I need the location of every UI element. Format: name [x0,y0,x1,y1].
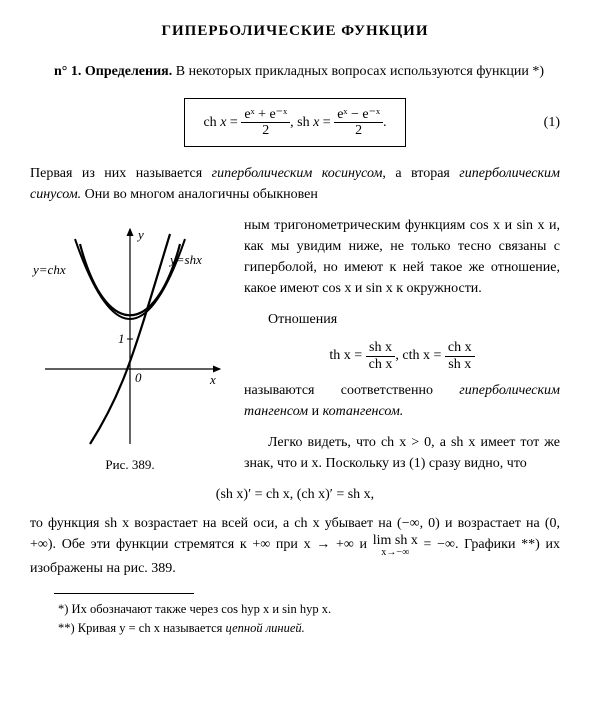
footnote-2: **) Кривая y = ch x называется цепной ли… [30,619,560,638]
footnote-separator [54,593,194,594]
f1-tail: . [383,115,387,130]
fn2a: **) Кривая y = ch x называется [58,621,226,635]
label-1: 1 [118,331,125,346]
f1-num1: eˣ + e⁻ˣ [241,107,290,123]
label-y-axis: y [136,227,144,242]
p2a: Первая из них называется [30,166,212,181]
rel-f1d: ch x [366,357,396,372]
rel-f2n: ch x [445,340,475,356]
after-para: то функция sh x возрастает на всей оси, … [30,513,560,579]
f1-den1: 2 [241,123,290,138]
page-title: ГИПЕРБОЛИЧЕСКИЕ ФУНКЦИИ [30,20,560,43]
fn2b: цепной линией. [226,621,305,635]
intro-para: n° 1. Определения. В некоторых прикладны… [30,61,560,82]
graph-svg: 1 0 x y y=chx y=shx [30,219,230,449]
f1-frac1: eˣ + e⁻ˣ2 [241,107,290,139]
lim-expr: lim sh xx→−∞ [373,534,418,558]
figure-389: 1 0 x y y=chx y=shx Рис. 389. [30,219,230,475]
label-0: 0 [135,370,142,385]
f1-frac2: eˣ − e⁻ˣ2 [334,107,383,139]
f1-eq2: = [319,115,334,130]
rel-th: th x [329,348,350,363]
footnote-1: *) Их обозначают также через cos hyp x и… [30,600,560,619]
p2e: Они во многом аналогичны обыкновен [81,187,318,202]
wp2a: называются соответственно [244,383,459,398]
rel-frac2: ch xsh x [445,340,475,372]
f1-num2: eˣ − e⁻ˣ [334,107,383,123]
label-x-axis: x [209,372,216,387]
f1-eq1: = [226,115,241,130]
f1-lhs1: ch [203,115,220,130]
p2b: гиперболическим косинусом [212,166,383,181]
wrapped-section: 1 0 x y y=chx y=shx Рис. 389. ным тригон… [30,215,560,513]
rel-f2d: sh x [445,357,475,372]
figure-caption: Рис. 389. [30,455,230,475]
deriv-formula: (sh x)′ = ch x, (ch x)′ = sh x, [30,484,560,505]
lim-bot: x→−∞ [373,548,418,558]
intro-text: В некоторых прикладных вопросах использу… [172,64,544,79]
formula-1-framed: ch x = eˣ + e⁻ˣ2, sh x = eˣ − e⁻ˣ2. [184,98,405,148]
section-label: n° 1. Определения. [54,64,172,79]
label-chx: y=chx [31,262,66,277]
rel-eq1: = [351,348,366,363]
lim-top: lim sh x [373,534,418,548]
wp2d: котангенсом. [323,404,404,419]
p2c: , а вторая [382,166,459,181]
rel-f1n: sh x [366,340,396,356]
label-shx: y=shx [168,252,202,267]
f1-den2: 2 [334,123,383,138]
rel-eq2: = [430,348,445,363]
formula-1: ch x = eˣ + e⁻ˣ2, sh x = eˣ − e⁻ˣ2. (1) [30,98,560,148]
rel-frac1: sh xch x [366,340,396,372]
formula-1-number: (1) [544,112,560,133]
para-2: Первая из них называется гиперболическим… [30,163,560,205]
wp2c: и [308,404,323,419]
rel-sep: , cth x [395,348,430,363]
f1-sep: , sh [290,115,313,130]
